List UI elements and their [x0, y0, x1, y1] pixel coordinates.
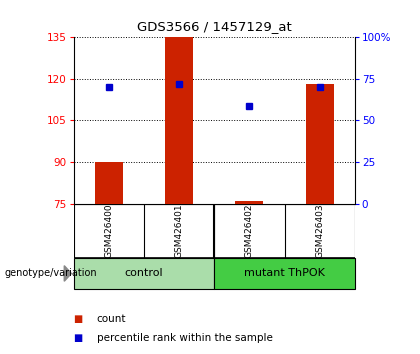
Text: count: count [97, 314, 126, 324]
Text: percentile rank within the sample: percentile rank within the sample [97, 333, 273, 343]
Title: GDS3566 / 1457129_at: GDS3566 / 1457129_at [137, 20, 291, 33]
Text: GSM426403: GSM426403 [315, 204, 324, 258]
Bar [94, 162, 123, 204]
Text: GSM426401: GSM426401 [175, 204, 184, 258]
Bar [165, 37, 193, 204]
Text: mutant ThPOK: mutant ThPOK [244, 268, 325, 279]
Text: GSM426402: GSM426402 [245, 204, 254, 258]
Bar [214, 258, 355, 289]
Text: GSM426400: GSM426400 [104, 204, 113, 258]
Text: control: control [125, 268, 163, 279]
Bar [306, 84, 334, 204]
Bar [74, 258, 214, 289]
Text: genotype/variation: genotype/variation [4, 268, 97, 279]
Text: ■: ■ [74, 314, 83, 324]
Bar [235, 201, 263, 204]
Text: ■: ■ [74, 333, 83, 343]
